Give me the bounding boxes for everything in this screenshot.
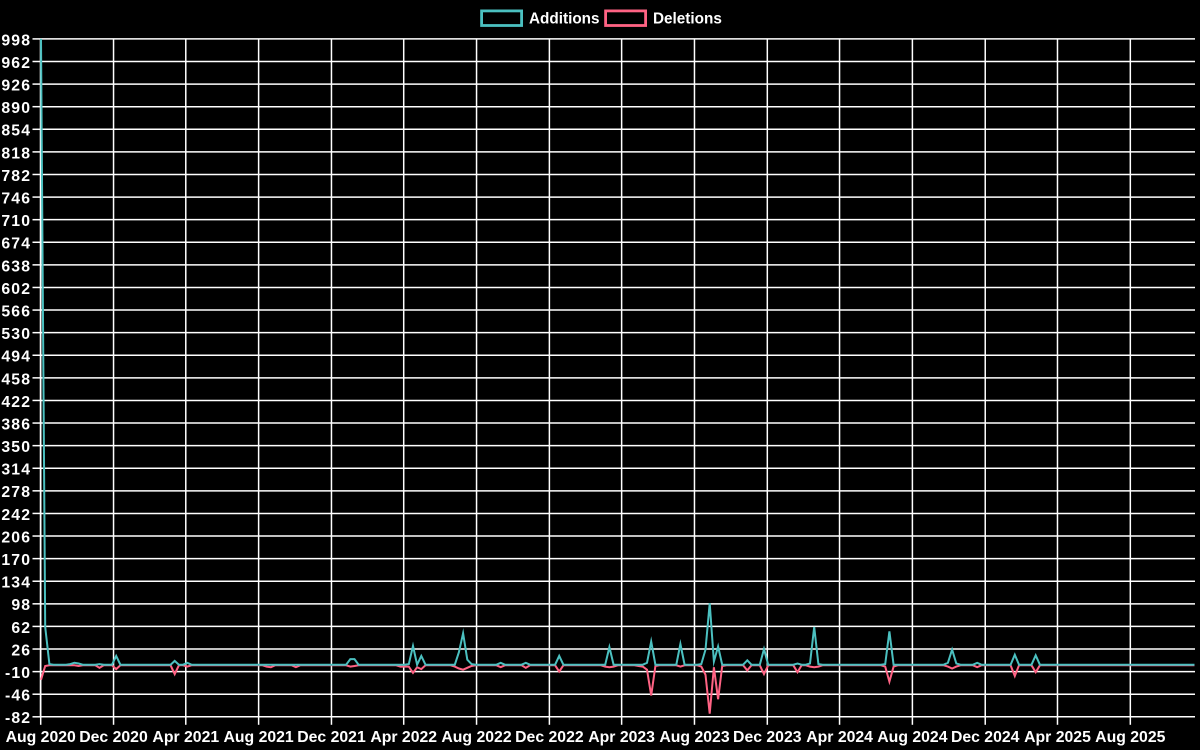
svg-text:782: 782 [1, 168, 31, 185]
svg-text:710: 710 [1, 213, 31, 230]
svg-text:Aug 2021: Aug 2021 [223, 729, 293, 746]
svg-text:530: 530 [1, 326, 31, 343]
svg-text:Aug 2020: Aug 2020 [6, 729, 76, 746]
svg-text:134: 134 [1, 575, 31, 592]
svg-text:98: 98 [11, 597, 31, 614]
svg-text:Aug 2023: Aug 2023 [659, 729, 729, 746]
svg-text:62: 62 [11, 620, 31, 637]
svg-text:386: 386 [1, 416, 31, 433]
svg-text:-82: -82 [5, 710, 31, 727]
svg-text:26: 26 [11, 642, 31, 659]
svg-text:962: 962 [1, 55, 31, 72]
svg-text:Aug 2024: Aug 2024 [877, 729, 947, 746]
svg-text:Apr 2025: Apr 2025 [1024, 729, 1091, 746]
svg-text:170: 170 [1, 552, 31, 569]
svg-text:854: 854 [1, 123, 31, 140]
svg-text:Aug 2025: Aug 2025 [1095, 729, 1165, 746]
svg-text:998: 998 [1, 32, 31, 49]
svg-text:Apr 2022: Apr 2022 [370, 729, 437, 746]
svg-text:Dec 2023: Dec 2023 [733, 729, 802, 746]
svg-text:242: 242 [1, 507, 31, 524]
svg-text:278: 278 [1, 484, 31, 501]
svg-text:638: 638 [1, 258, 31, 275]
svg-text:Dec 2021: Dec 2021 [297, 729, 366, 746]
svg-text:926: 926 [1, 77, 31, 94]
svg-text:890: 890 [1, 100, 31, 117]
svg-text:Aug 2022: Aug 2022 [441, 729, 511, 746]
svg-text:-10: -10 [5, 665, 31, 682]
svg-text:Dec 2022: Dec 2022 [515, 729, 584, 746]
svg-text:602: 602 [1, 281, 31, 298]
svg-text:-46: -46 [5, 688, 31, 705]
svg-text:Dec 2024: Dec 2024 [951, 729, 1020, 746]
svg-text:314: 314 [1, 462, 31, 479]
svg-text:566: 566 [1, 303, 31, 320]
svg-text:458: 458 [1, 371, 31, 388]
svg-text:206: 206 [1, 529, 31, 546]
svg-text:Apr 2021: Apr 2021 [152, 729, 219, 746]
svg-text:422: 422 [1, 394, 31, 411]
svg-text:Apr 2024: Apr 2024 [806, 729, 873, 746]
svg-text:Additions: Additions [529, 10, 600, 27]
svg-text:494: 494 [1, 349, 31, 366]
svg-text:818: 818 [1, 145, 31, 162]
svg-text:Dec 2020: Dec 2020 [79, 729, 148, 746]
svg-text:Apr 2023: Apr 2023 [588, 729, 655, 746]
svg-text:674: 674 [1, 236, 31, 253]
svg-text:350: 350 [1, 439, 31, 456]
svg-text:Deletions: Deletions [653, 10, 722, 27]
svg-text:746: 746 [1, 190, 31, 207]
